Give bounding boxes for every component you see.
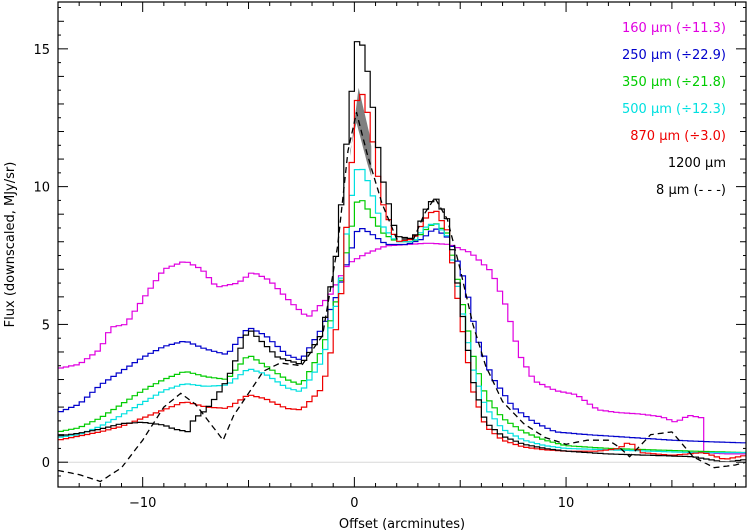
y-tick-label: 0 bbox=[42, 456, 50, 471]
series-line-6 bbox=[57, 112, 747, 483]
y-tick-label: 10 bbox=[33, 181, 50, 196]
legend-entry: 1200 μm bbox=[668, 156, 726, 171]
x-tick-label: −10 bbox=[129, 496, 156, 511]
series-line-3 bbox=[58, 168, 746, 454]
legend-entry: 870 μm (÷3.0) bbox=[630, 129, 726, 144]
x-axis-label: Offset (arcminutes) bbox=[339, 517, 465, 532]
y-tick-label: 15 bbox=[33, 43, 50, 58]
series-line-0 bbox=[58, 242, 746, 455]
y-axis-label: Flux (downscaled, MJy/sr) bbox=[3, 162, 18, 328]
y-tick-label: 5 bbox=[42, 318, 50, 333]
series-line-5 bbox=[58, 41, 746, 463]
legend-entry: 8 μm (- - -) bbox=[656, 183, 726, 198]
x-tick-label: 0 bbox=[350, 496, 358, 511]
legend-entry: 160 μm (÷11.3) bbox=[622, 21, 726, 36]
axis-ticks: −10 0 10 0 5 10 15 bbox=[33, 2, 746, 511]
legend-entry: 250 μm (÷22.9) bbox=[622, 48, 726, 63]
series-line-4 bbox=[58, 93, 746, 460]
legend-entry: 350 μm (÷21.8) bbox=[622, 75, 726, 90]
shaded-region bbox=[350, 87, 372, 177]
series-line-1 bbox=[58, 228, 746, 444]
legend: 160 μm (÷11.3) 250 μm (÷22.9) 350 μm (÷21.… bbox=[622, 21, 726, 198]
plot-frame bbox=[57, 1, 747, 488]
data-layer bbox=[57, 41, 747, 483]
legend-entry: 500 μm (÷12.3) bbox=[622, 102, 726, 117]
x-tick-label: 10 bbox=[558, 496, 575, 511]
